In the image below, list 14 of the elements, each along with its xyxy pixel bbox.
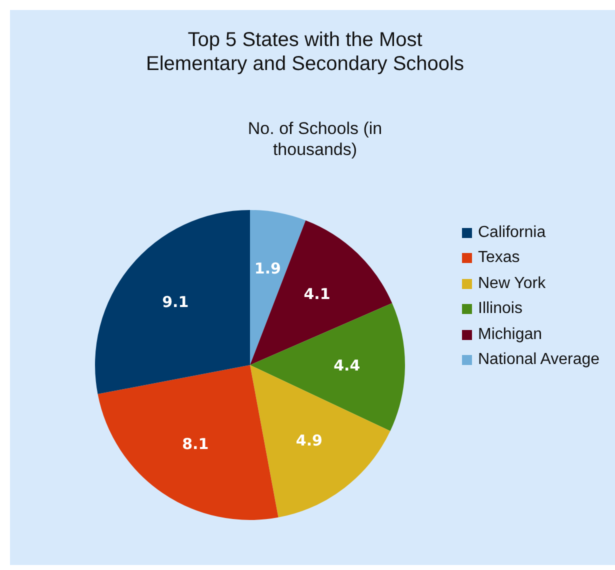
data-label: 1.9	[254, 260, 281, 278]
chart-subtitle: No. of Schools (in thousands)	[246, 118, 384, 160]
legend-label: New York	[477, 274, 547, 294]
data-label: 4.4	[334, 356, 360, 374]
legend-label: Illinois	[477, 299, 524, 320]
data-label: 4.9	[296, 432, 322, 450]
chart-title: Top 5 States with the Most Elementary and Secondary Schools	[145, 28, 465, 76]
legend-label: National Average	[477, 350, 600, 370]
data-label: 8.1	[182, 434, 209, 453]
legend-label: California	[477, 222, 547, 243]
data-label: 9.1	[162, 293, 189, 312]
legend-label: Texas	[477, 248, 521, 268]
legend-label: Michigan	[477, 324, 544, 345]
data-label: 4.1	[304, 284, 330, 303]
